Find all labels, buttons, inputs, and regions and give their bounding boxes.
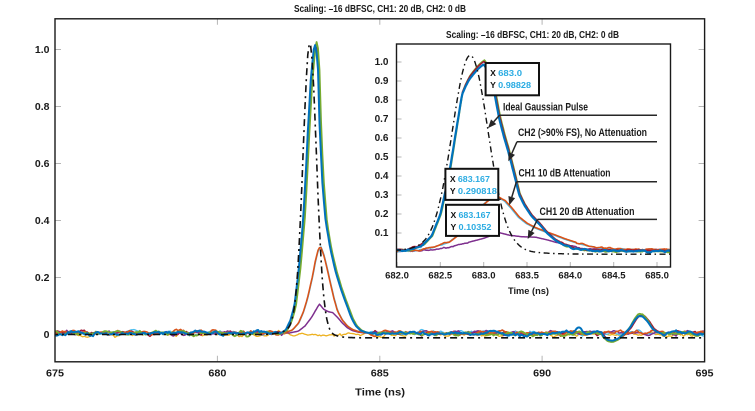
svg-text:0.2: 0.2 [35, 272, 50, 284]
svg-text:Ideal Gaussian Pulse: Ideal Gaussian Pulse [503, 101, 588, 113]
svg-text:682.5: 682.5 [428, 271, 452, 282]
svg-text:0.1: 0.1 [375, 228, 389, 239]
svg-text:690: 690 [533, 369, 551, 380]
svg-text:683.167: 683.167 [459, 210, 491, 220]
svg-text:0.7: 0.7 [375, 114, 389, 125]
svg-text:CH1 10 dB Attenuation: CH1 10 dB Attenuation [519, 168, 611, 180]
svg-text:0.4: 0.4 [375, 171, 389, 182]
svg-text:0.6: 0.6 [35, 158, 50, 170]
svg-text:683.0: 683.0 [498, 68, 522, 78]
svg-text:0: 0 [44, 329, 50, 341]
svg-text:1.0: 1.0 [35, 44, 50, 56]
svg-text:Scaling: –16 dBFSC, CH1: 20 dB: Scaling: –16 dBFSC, CH1: 20 dB, CH2: 0 d… [294, 3, 466, 15]
svg-text:Time (ns): Time (ns) [355, 387, 405, 399]
svg-text:0.6: 0.6 [375, 133, 389, 144]
svg-text:0.3: 0.3 [375, 190, 389, 201]
svg-text:695: 695 [696, 369, 714, 380]
svg-text:Scaling: –16 dBFSC, CH1: 20 dB: Scaling: –16 dBFSC, CH1: 20 dB, CH2: 0 d… [446, 29, 619, 41]
svg-text:0.98828: 0.98828 [498, 80, 531, 90]
svg-text:X: X [451, 210, 457, 220]
svg-text:X: X [490, 68, 496, 78]
svg-text:682.0: 682.0 [385, 271, 409, 282]
svg-text:0.9: 0.9 [375, 76, 389, 87]
svg-text:683.0: 683.0 [472, 271, 496, 282]
svg-text:683.5: 683.5 [515, 271, 539, 282]
svg-text:0.290818: 0.290818 [458, 186, 497, 196]
svg-text:Y: Y [450, 186, 456, 196]
svg-text:685.0: 685.0 [645, 271, 669, 282]
svg-text:0.4: 0.4 [35, 215, 50, 227]
svg-text:0.8: 0.8 [375, 95, 389, 106]
svg-text:0.10352: 0.10352 [459, 222, 492, 232]
svg-text:Y: Y [451, 222, 457, 232]
svg-text:685: 685 [371, 369, 389, 380]
svg-text:0.2: 0.2 [375, 209, 389, 220]
svg-text:1.0: 1.0 [375, 57, 389, 68]
svg-text:Y: Y [490, 80, 496, 90]
svg-text:675: 675 [46, 369, 64, 380]
svg-text:X: X [450, 174, 456, 184]
svg-text:680: 680 [208, 369, 226, 380]
svg-text:CH1 20 dB Attenuation: CH1 20 dB Attenuation [540, 206, 635, 218]
svg-text:0.8: 0.8 [35, 101, 50, 113]
svg-text:CH2 (>90% FS), No Attenuation: CH2 (>90% FS), No Attenuation [518, 127, 647, 139]
svg-text:684.0: 684.0 [558, 271, 582, 282]
svg-text:0.5: 0.5 [375, 152, 389, 163]
svg-text:Time (ns): Time (ns) [508, 286, 549, 297]
svg-text:684.5: 684.5 [602, 271, 626, 282]
svg-text:683.167: 683.167 [458, 174, 490, 184]
